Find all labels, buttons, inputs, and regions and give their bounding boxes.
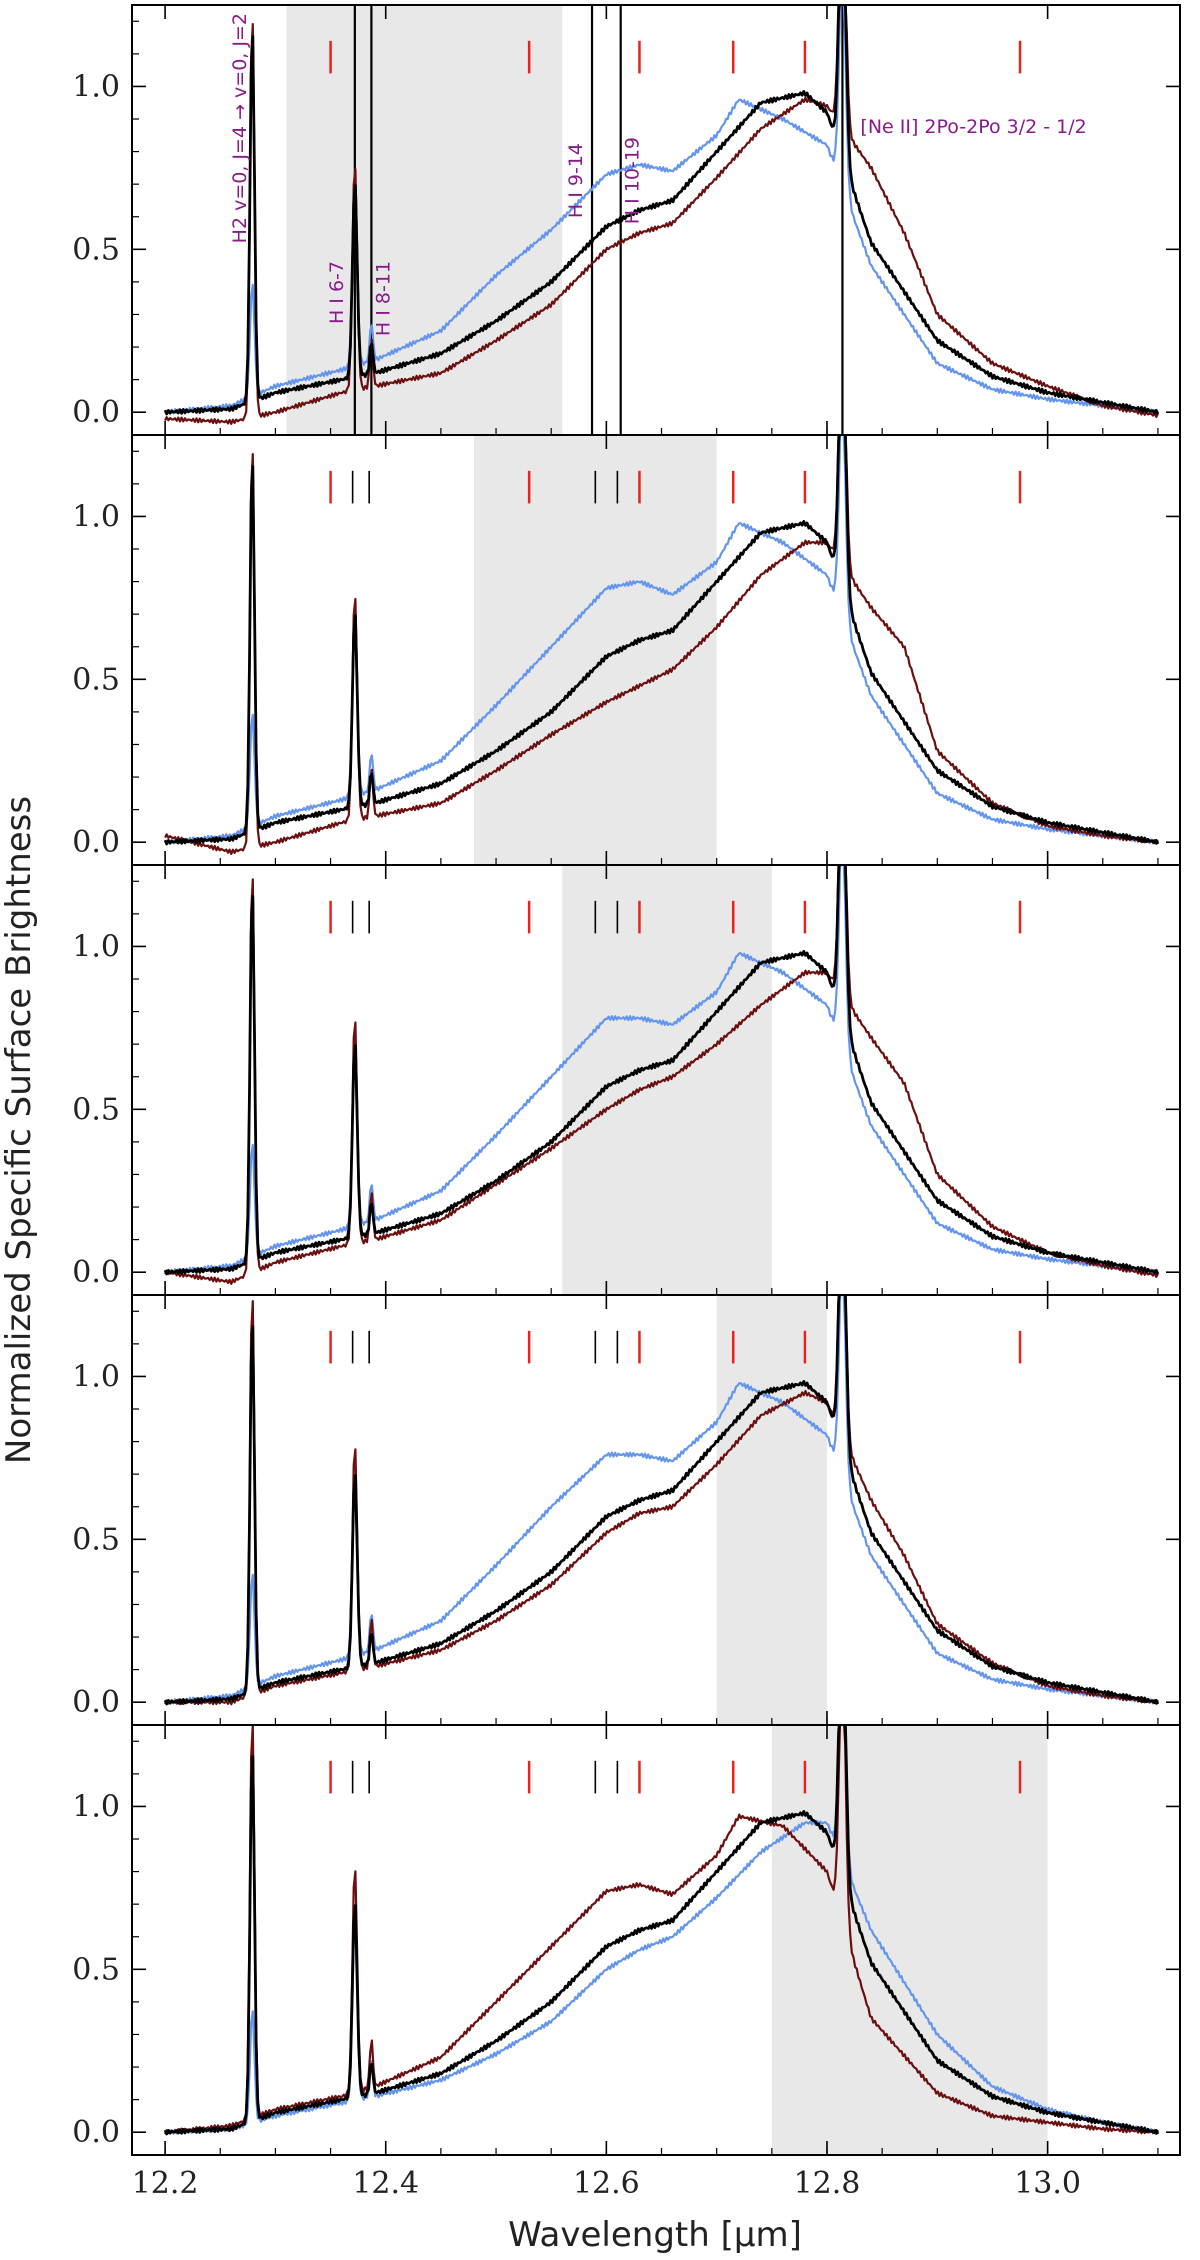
series-black-line bbox=[163, 1725, 1160, 2136]
panel-stack: 0.0 0.5 1.0 H2 v=0, J=4 → v=0, J=2 H I 6-7 H … bbox=[72, 4, 1181, 2201]
annotation-ne2-label: [Ne II] 2Po-2Po 3/2 - 1/2 bbox=[860, 116, 1086, 138]
y-tick-label: 0.0 bbox=[72, 1255, 120, 1290]
y-tick-label: 1.0 bbox=[72, 1789, 120, 1824]
y-tick-label: 1.0 bbox=[72, 69, 120, 104]
x-tick-label: 12.2 bbox=[132, 2166, 199, 2201]
y-tick-label: 0.0 bbox=[72, 395, 120, 430]
y-tick-label: 0.5 bbox=[72, 232, 120, 267]
x-axis-title: Wavelength [μm] bbox=[508, 2215, 802, 2255]
y-tick-label: 1.0 bbox=[72, 499, 120, 534]
x-tick-label: 12.8 bbox=[794, 2166, 861, 2201]
shaded-region bbox=[771, 1725, 1048, 2155]
panel-5: 0.0 0.5 1.0 12.2 12.4 12.6 12.8 13.0 bbox=[72, 1724, 1181, 2201]
shaded-region bbox=[286, 5, 563, 435]
annotation-label: H I 8-11 bbox=[372, 261, 394, 336]
y-tick-label: 0.0 bbox=[72, 1685, 120, 1720]
spectra bbox=[163, 865, 1160, 1285]
shaded-region bbox=[716, 1295, 827, 1725]
spectra bbox=[163, 1295, 1160, 1706]
y-tick-label: 0.0 bbox=[72, 2115, 120, 2150]
y-tick-label: 1.0 bbox=[72, 1359, 120, 1394]
series-blue-line bbox=[164, 5, 1159, 415]
annotation-label: H I 9-14 bbox=[565, 143, 587, 218]
y-tick-label: 1.0 bbox=[72, 929, 120, 964]
spectra bbox=[163, 1725, 1160, 2136]
x-tick-label: 12.4 bbox=[352, 2166, 419, 2201]
series-darkred-line bbox=[164, 865, 1159, 1285]
shaded-region bbox=[473, 435, 717, 865]
panel-frame bbox=[131, 1724, 1181, 2156]
series-blue-line bbox=[164, 1725, 1159, 2135]
series-black-line bbox=[163, 435, 1160, 846]
series-black-line bbox=[163, 865, 1160, 1276]
x-tick-label: 12.6 bbox=[573, 2166, 640, 2201]
series-black-line bbox=[163, 1295, 1160, 1706]
series-darkred-line bbox=[164, 1295, 1159, 1706]
series-blue-line bbox=[164, 435, 1159, 845]
y-tick-label: 0.5 bbox=[72, 662, 120, 697]
annotation-label: H I 10-19 bbox=[622, 137, 644, 224]
series-darkred-line bbox=[164, 435, 1159, 855]
x-tick-label: 13.0 bbox=[1014, 2166, 1081, 2201]
y-tick-label: 0.5 bbox=[72, 1092, 120, 1127]
series-darkred-line bbox=[164, 5, 1159, 425]
y-tick-label: 0.0 bbox=[72, 825, 120, 860]
panel-4: 0.0 0.5 1.0 bbox=[72, 1294, 1181, 1726]
y-tick-label: 0.5 bbox=[72, 1952, 120, 1987]
series-blue-line bbox=[164, 865, 1159, 1275]
annotation-label: H I 6-7 bbox=[326, 261, 348, 324]
y-axis-title: Normalized Specific Surface Brightness bbox=[0, 796, 39, 1464]
panel-3: 0.0 0.5 1.0 bbox=[72, 864, 1181, 1296]
panel-2: 0.0 0.5 1.0 bbox=[72, 434, 1181, 866]
y-tick-label: 0.5 bbox=[72, 1522, 120, 1557]
spectra bbox=[163, 435, 1160, 855]
annotation-label: H2 v=0, J=4 → v=0, J=2 bbox=[229, 13, 251, 243]
spectra bbox=[163, 5, 1160, 425]
series-black-line bbox=[163, 5, 1160, 416]
series-blue-line bbox=[164, 1295, 1159, 1705]
panel-1: 0.0 0.5 1.0 H2 v=0, J=4 → v=0, J=2 H I 6-7 H … bbox=[72, 4, 1181, 436]
